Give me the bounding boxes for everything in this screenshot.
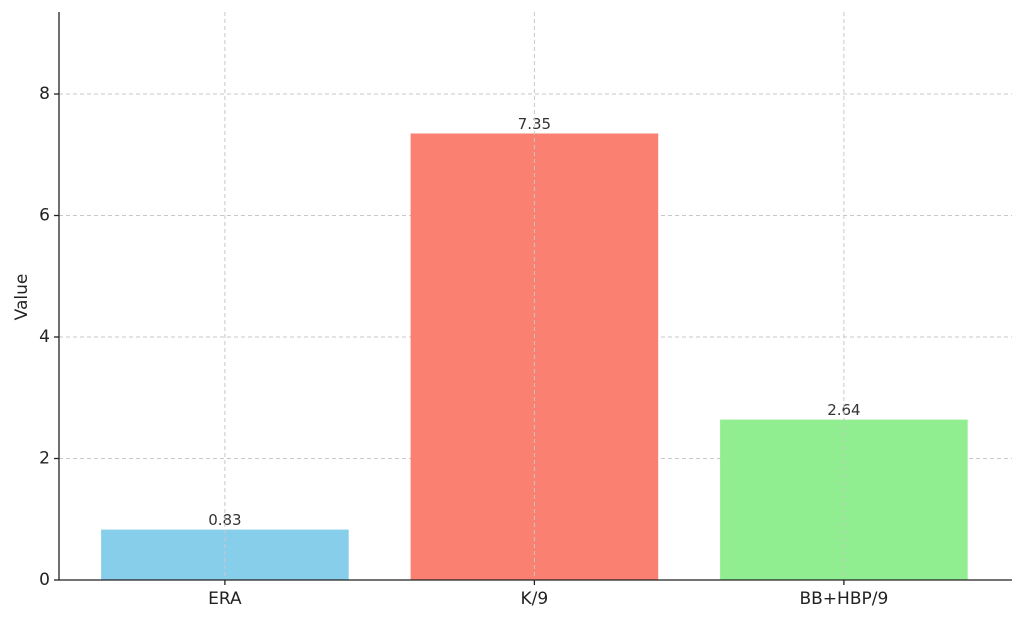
value-label: 2.64 <box>827 401 860 419</box>
y-axis-label: Value <box>12 274 32 321</box>
bar <box>720 419 968 580</box>
x-tick-label: K/9 <box>521 589 549 609</box>
y-tick-label: 6 <box>39 206 50 226</box>
x-tick-label: BB+HBP/9 <box>799 589 888 609</box>
y-tick-label: 8 <box>39 84 50 104</box>
value-label: 7.35 <box>518 115 551 133</box>
y-tick-label: 4 <box>39 327 50 347</box>
y-tick-label: 0 <box>39 570 50 590</box>
y-tick-label: 2 <box>39 449 50 469</box>
x-tick-label: ERA <box>208 589 242 609</box>
value-label: 0.83 <box>208 511 241 529</box>
